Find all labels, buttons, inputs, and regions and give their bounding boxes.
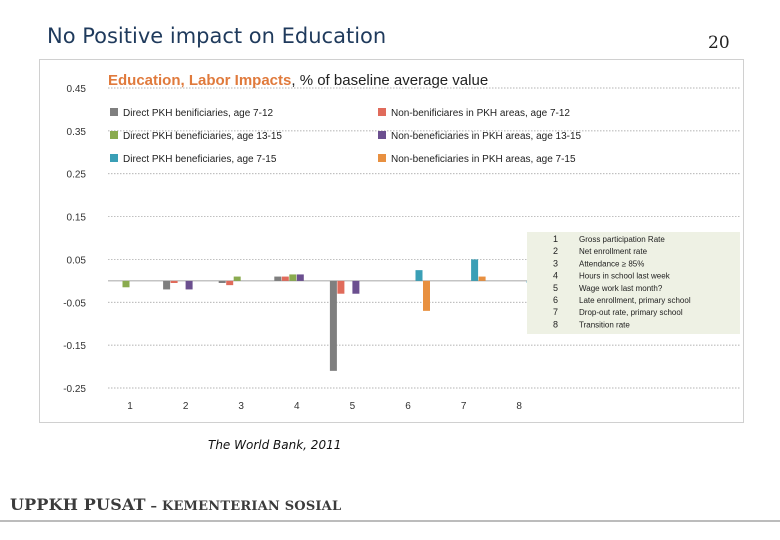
chart-title: Education, Labor Impacts, % of baseline … [108, 72, 488, 89]
bar [281, 276, 289, 281]
annotation-label: Gross participation Rate [579, 235, 665, 244]
y-tick-label: 0.35 [67, 127, 87, 138]
bar [226, 280, 234, 286]
legend-swatch [378, 131, 386, 139]
bar [423, 280, 430, 311]
chart-title-suffix: , % of baseline average value [291, 72, 488, 89]
annotation-box [527, 232, 740, 334]
chart-frame: Education, Labor Impacts, % of baseline … [39, 59, 744, 423]
footer-bar: UPPKH PUSAT – KEMENTERIAN SOSIAL [0, 492, 780, 520]
page-number: 20 [708, 33, 730, 53]
slide-title: No Positive impact on Education [47, 24, 387, 48]
annotation-num: 6 [553, 295, 558, 305]
legend-label: Direct PKH beneficiaries, age 13-15 [123, 131, 282, 142]
legend-label: Direct PKH benificiaries, age 7-12 [123, 108, 274, 119]
bar [296, 274, 304, 281]
y-tick-label: 0.15 [67, 213, 87, 224]
x-tick-label: 2 [183, 401, 189, 412]
x-tick-label: 3 [238, 401, 244, 412]
y-tick-label: 0.45 [67, 84, 87, 95]
annotation-num: 2 [553, 246, 558, 256]
legend-swatch [378, 154, 386, 162]
bar [352, 280, 360, 294]
x-tick-label: 5 [350, 401, 356, 412]
legend-label: Direct PKH beneficiaries, age 7-15 [123, 154, 277, 165]
annotation-label: Late enrollment, primary school [579, 296, 691, 305]
x-tick-label: 8 [516, 401, 522, 412]
bar [289, 274, 297, 281]
y-tick-label: -0.15 [63, 341, 86, 352]
footer-org: UPPKH PUSAT – KEMENTERIAN SOSIAL [10, 495, 341, 514]
annotation-num: 1 [553, 234, 558, 244]
bar [233, 276, 241, 281]
y-tick-label: 0.05 [67, 255, 87, 266]
x-tick-label: 7 [461, 401, 467, 412]
y-tick-label: -0.25 [63, 384, 86, 395]
bar [122, 280, 130, 288]
legend-label: Non-beneficiaries in PKH areas, age 13-1… [391, 131, 582, 142]
bar [471, 259, 479, 281]
annotation-label: Net enrollment rate [579, 247, 648, 256]
annotation-label: Hours in school last week [579, 272, 671, 281]
bar [185, 280, 193, 290]
bar [163, 280, 171, 290]
legend-swatch [110, 108, 118, 116]
annotation-label: Transition rate [579, 320, 630, 329]
bar [329, 280, 337, 371]
footer-org-rest: – KEMENTERIAN SOSIAL [145, 499, 342, 514]
chart-title-main: Education, Labor Impacts [108, 72, 291, 89]
footer-org-bold: UPPKH PUSAT [10, 495, 146, 514]
annotation-label: Drop-out rate, primary school [579, 308, 683, 317]
legend-swatch [110, 131, 118, 139]
x-tick-label: 6 [405, 401, 411, 412]
annotation-num: 3 [553, 258, 558, 268]
y-tick-label: 0.25 [67, 170, 87, 181]
legend-label: Non-benificiares in PKH areas, age 7-12 [391, 108, 570, 119]
annotation-num: 7 [553, 307, 558, 317]
annotation-label: Wage work last month? [579, 284, 663, 293]
legend-label: Non-beneficiaries in PKH areas, age 7-15 [391, 154, 576, 165]
education-labor-impacts-chart: Education, Labor Impacts, % of baseline … [63, 72, 740, 412]
legend-swatch [110, 154, 118, 162]
y-tick-label: -0.05 [63, 298, 86, 309]
annotation-num: 5 [553, 283, 558, 293]
bar [478, 276, 486, 281]
annotation-num: 4 [553, 271, 558, 281]
annotation-label: Attendance ≥ 85% [579, 259, 644, 268]
bar [218, 280, 226, 283]
x-tick-label: 1 [127, 401, 133, 412]
bar [170, 280, 178, 283]
bar [337, 280, 345, 294]
legend-swatch [378, 108, 386, 116]
footer-line [0, 520, 780, 522]
annotation-num: 8 [553, 319, 558, 329]
bar [274, 276, 282, 281]
bar [415, 270, 423, 281]
source-note: The World Bank, 2011 [208, 438, 342, 452]
x-tick-label: 4 [294, 401, 300, 412]
